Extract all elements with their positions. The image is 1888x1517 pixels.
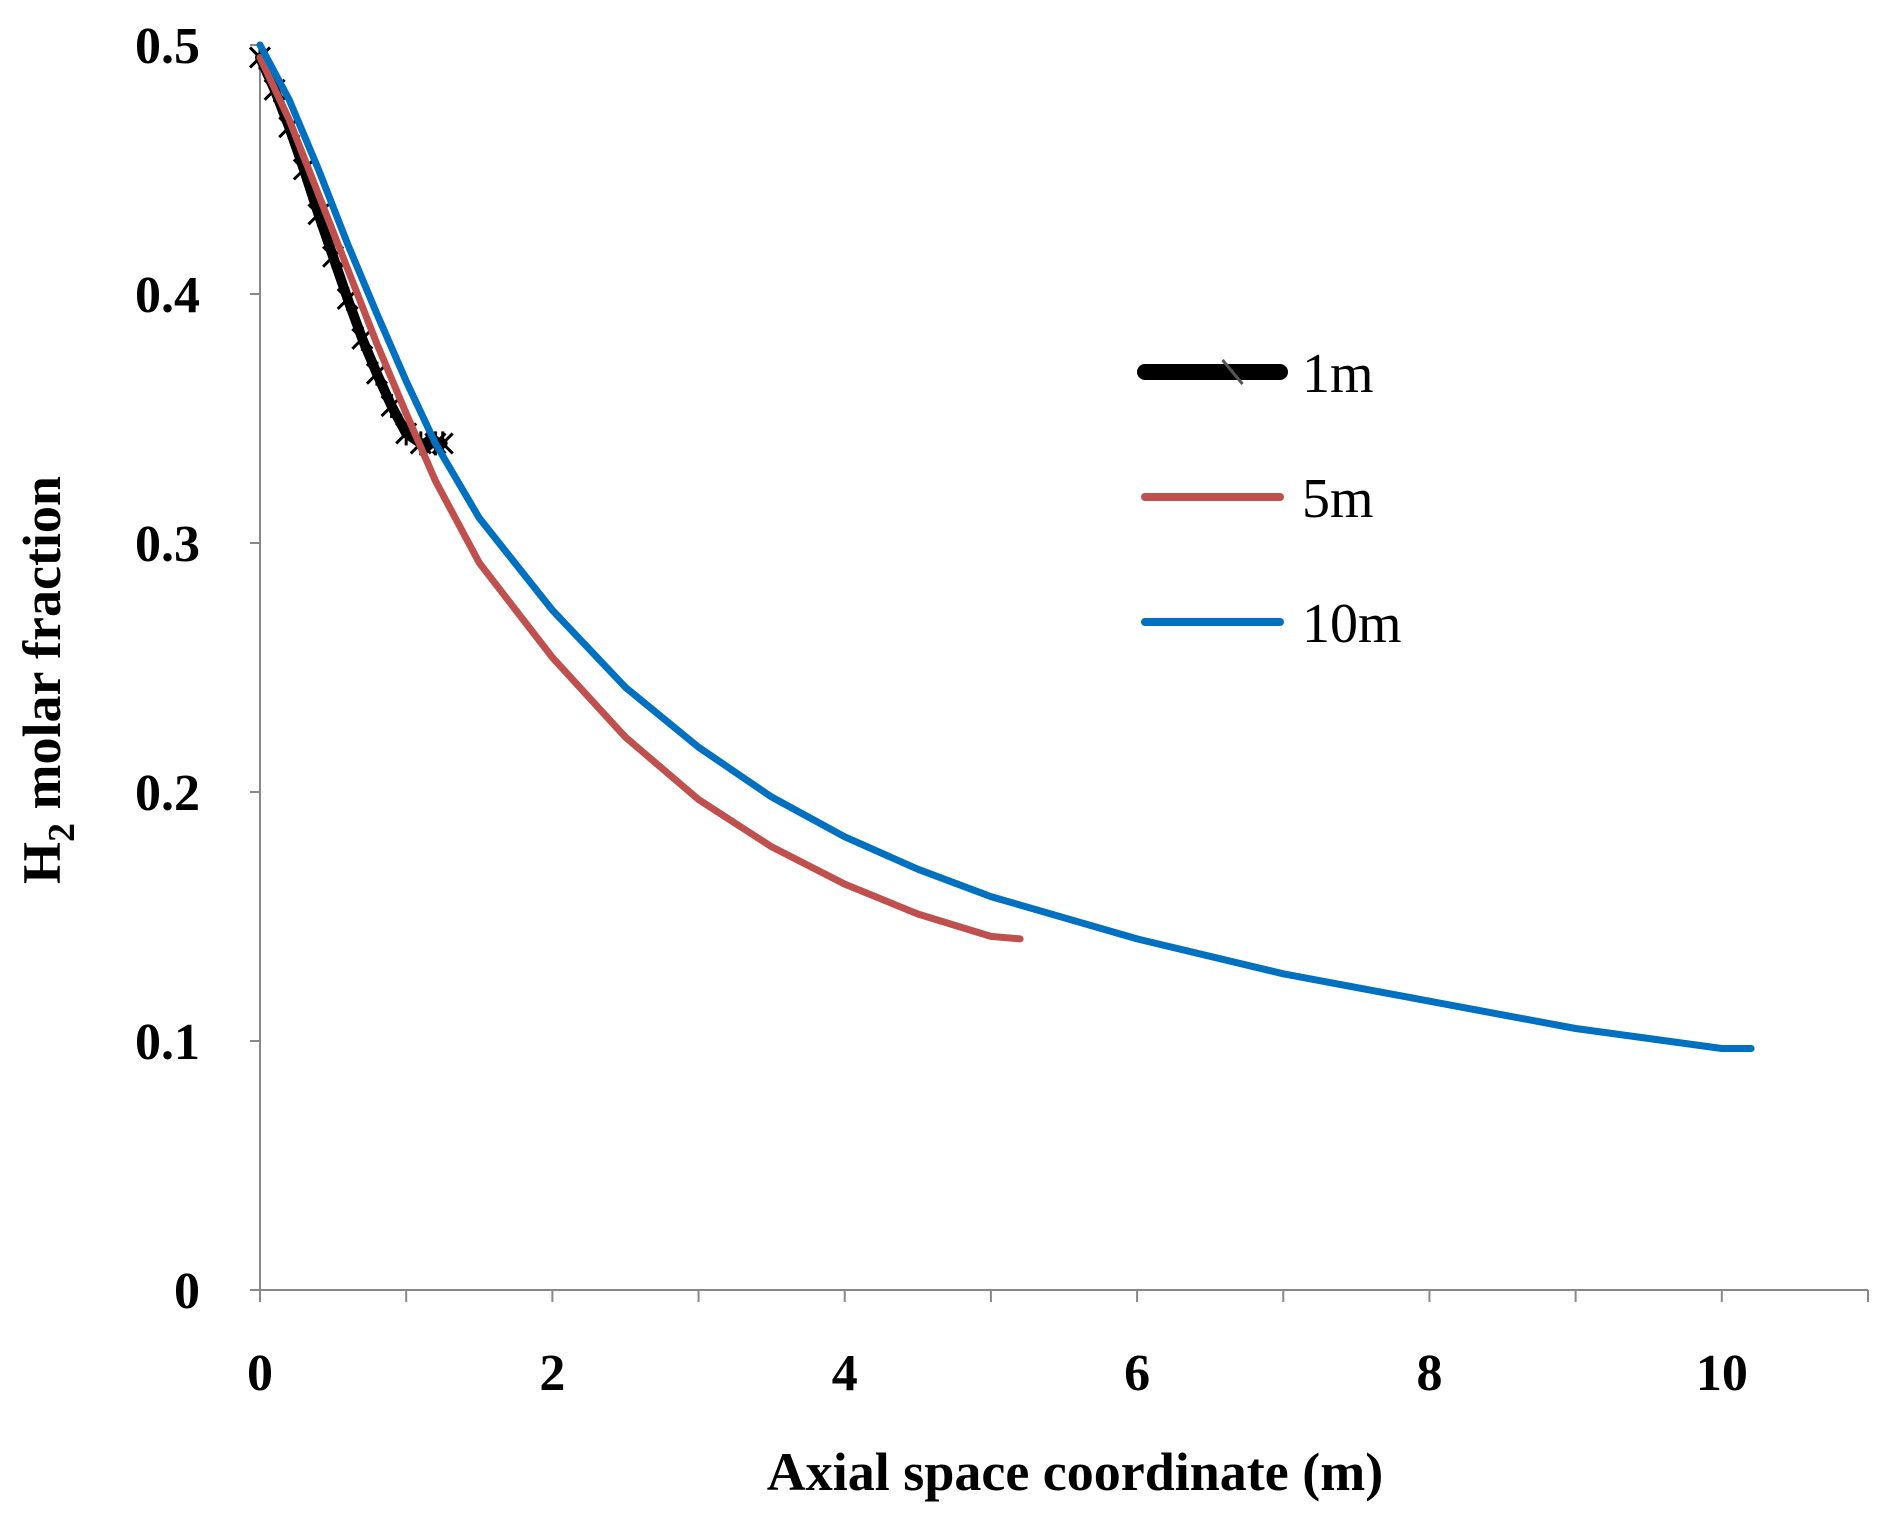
legend-entry-1m: 1m <box>1137 343 1374 405</box>
x-axis-title: Axial space coordinate (m) <box>767 1442 1383 1502</box>
series-line-10m <box>256 41 1755 1052</box>
y-axis-title-subscript: 2 <box>41 823 83 842</box>
y-axis-title-suffix: molar fraction <box>12 476 72 823</box>
x-tick-label: 8 <box>1416 1345 1442 1402</box>
x-axis-ticks: 0 2 4 6 8 10 <box>247 1290 1869 1402</box>
y-tick-label: 0.1 <box>135 1014 200 1071</box>
legend-marker-icon <box>1221 359 1244 385</box>
x-tick-label: 6 <box>1124 1345 1150 1402</box>
y-tick-label: 0.2 <box>135 765 200 822</box>
y-tick-label: 0.3 <box>135 516 200 573</box>
legend-entry-10m: 10m <box>1141 593 1402 655</box>
legend-label: 1m <box>1302 343 1374 405</box>
chart-axes <box>259 45 1868 1291</box>
legend-label: 10m <box>1302 593 1402 655</box>
legend: 1m 5m 10m <box>1137 343 1402 655</box>
x-tick-label: 2 <box>539 1345 565 1402</box>
series-line-5m <box>256 54 1024 943</box>
y-axis-ticks: 0 0.1 0.2 0.3 0.4 0.5 <box>135 18 260 1320</box>
y-tick-label: 0 <box>174 1263 200 1320</box>
x-tick-label: 0 <box>247 1345 273 1402</box>
x-tick-label: 4 <box>832 1345 858 1402</box>
y-tick-label: 0.4 <box>135 267 200 324</box>
legend-entry-5m: 5m <box>1141 468 1374 530</box>
y-axis-title-prefix: H <box>12 842 72 884</box>
y-axis-title: H2 molar fraction <box>12 476 83 884</box>
series-layer <box>248 41 1755 1052</box>
x-tick-label: 10 <box>1696 1345 1748 1402</box>
legend-label: 5m <box>1302 468 1374 530</box>
y-tick-label: 0.5 <box>135 18 200 75</box>
